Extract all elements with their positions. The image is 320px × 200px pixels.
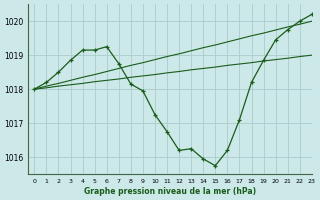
X-axis label: Graphe pression niveau de la mer (hPa): Graphe pression niveau de la mer (hPa)	[84, 187, 256, 196]
